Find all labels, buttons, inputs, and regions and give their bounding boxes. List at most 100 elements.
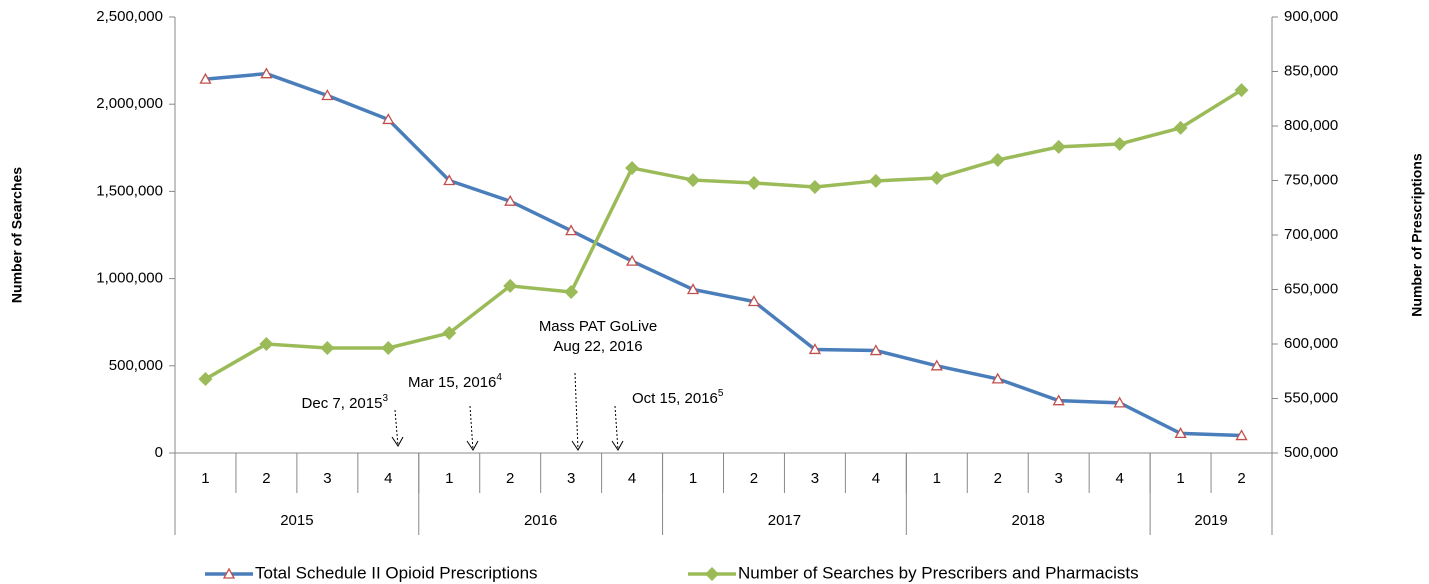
marker [565, 224, 578, 236]
marker [222, 567, 236, 579]
marker [1235, 429, 1248, 441]
marker [320, 341, 335, 356]
marker [1174, 427, 1187, 439]
annotation-sup: 3 [382, 393, 388, 404]
marker [321, 89, 334, 101]
marker [625, 254, 639, 266]
marker [686, 283, 700, 295]
marker [868, 173, 883, 188]
annotation-text: Mass PAT GoLive [539, 318, 657, 335]
x-tick-label: 4 [872, 470, 880, 487]
y2-tick-label: 750,000 [1284, 171, 1338, 188]
x-tick-label: 1 [1176, 470, 1184, 487]
legend-label: Number of Searches by Prescribers and Ph… [738, 563, 1139, 582]
annotation: Mar 15, 20164 [408, 372, 502, 391]
marker [625, 161, 640, 176]
marker [686, 173, 701, 188]
y2-tick-label: 700,000 [1284, 226, 1338, 243]
x-tick-label: 1 [201, 470, 209, 487]
annotation-arrowhead [391, 436, 404, 447]
annotation-text: Oct 15, 2016 [632, 390, 718, 407]
x-tick-label: 4 [384, 470, 392, 487]
marker [442, 326, 457, 341]
y-tick-label: 1,000,000 [96, 270, 163, 287]
x-group-label: 2018 [1012, 512, 1045, 529]
x-tick-label: 2 [1237, 470, 1245, 487]
marker [808, 343, 822, 355]
x-tick-label: 3 [811, 470, 819, 487]
marker [1173, 120, 1188, 135]
marker [443, 174, 456, 186]
annotation-text: Mar 15, 2016 [408, 374, 496, 391]
x-group-label: 2019 [1194, 512, 1227, 529]
x-group-label: 2017 [768, 512, 801, 529]
annotation-arrow [574, 372, 579, 451]
marker [869, 344, 882, 356]
marker [807, 180, 822, 195]
marker [382, 113, 395, 125]
marker [1112, 136, 1127, 151]
marker [564, 285, 579, 300]
x-tick-label: 4 [628, 470, 636, 487]
legend-label: Total Schedule II Opioid Prescriptions [255, 563, 538, 582]
annotation-arrowhead [466, 440, 479, 451]
y2-tick-label: 650,000 [1284, 280, 1338, 297]
annotation-arrowhead [571, 440, 584, 451]
marker [199, 72, 212, 84]
x-tick-label: 3 [567, 470, 575, 487]
annotation-arrowhead [611, 440, 624, 451]
x-group-label: 2016 [524, 512, 557, 529]
x-tick-label: 2 [994, 470, 1002, 487]
marker [929, 170, 944, 185]
marker [990, 153, 1005, 168]
x-tick-label: 3 [323, 470, 331, 487]
annotation-sup: 5 [718, 388, 724, 399]
y2-tick-label: 850,000 [1284, 62, 1338, 79]
series-line [204, 88, 1243, 381]
marker [1113, 396, 1126, 408]
x-tick-label: 1 [689, 470, 697, 487]
marker [381, 341, 396, 356]
y2-tick-label: 600,000 [1284, 335, 1338, 352]
y-axis-label: Number of Searches [9, 167, 25, 303]
series-line [205, 71, 1242, 438]
marker [503, 278, 518, 293]
annotation: Mass PAT GoLive [539, 318, 657, 335]
marker [1234, 83, 1249, 98]
marker [198, 372, 213, 387]
y2-tick-label: 500,000 [1284, 444, 1338, 461]
y-tick-label: 0 [155, 444, 163, 461]
marker [746, 176, 761, 191]
marker [930, 359, 943, 371]
marker [260, 67, 273, 79]
y-tick-label: 500,000 [109, 357, 163, 374]
marker [1051, 139, 1066, 154]
annotation-sup: 4 [496, 372, 502, 383]
y2-tick-label: 900,000 [1284, 8, 1338, 25]
annotation: Aug 22, 2016 [553, 338, 642, 355]
annotation-arrow [469, 405, 474, 451]
marker [991, 372, 1004, 384]
marker [1052, 394, 1065, 406]
x-tick-label: 2 [506, 470, 514, 487]
annotation-arrow [614, 405, 619, 451]
x-tick-label: 4 [1115, 470, 1123, 487]
x-tick-label: 1 [933, 470, 941, 487]
y2-tick-label: 800,000 [1284, 117, 1338, 134]
x-tick-label: 2 [262, 470, 270, 487]
marker [259, 337, 274, 351]
x-tick-label: 2 [750, 470, 758, 487]
annotation-text: Dec 7, 2015 [302, 395, 383, 412]
annotation: Dec 7, 20153 [302, 393, 389, 412]
x-group-label: 2015 [280, 512, 313, 529]
y-tick-label: 2,500,000 [96, 8, 163, 25]
marker [747, 295, 761, 307]
marker [705, 567, 719, 581]
y-tick-label: 2,000,000 [96, 95, 163, 112]
annotation: Oct 15, 20165 [632, 388, 724, 407]
marker [504, 194, 517, 206]
x-tick-label: 3 [1055, 470, 1063, 487]
y2-axis-label: Number of Prescriptions [1409, 153, 1425, 317]
annotation-text: Aug 22, 2016 [553, 338, 642, 355]
